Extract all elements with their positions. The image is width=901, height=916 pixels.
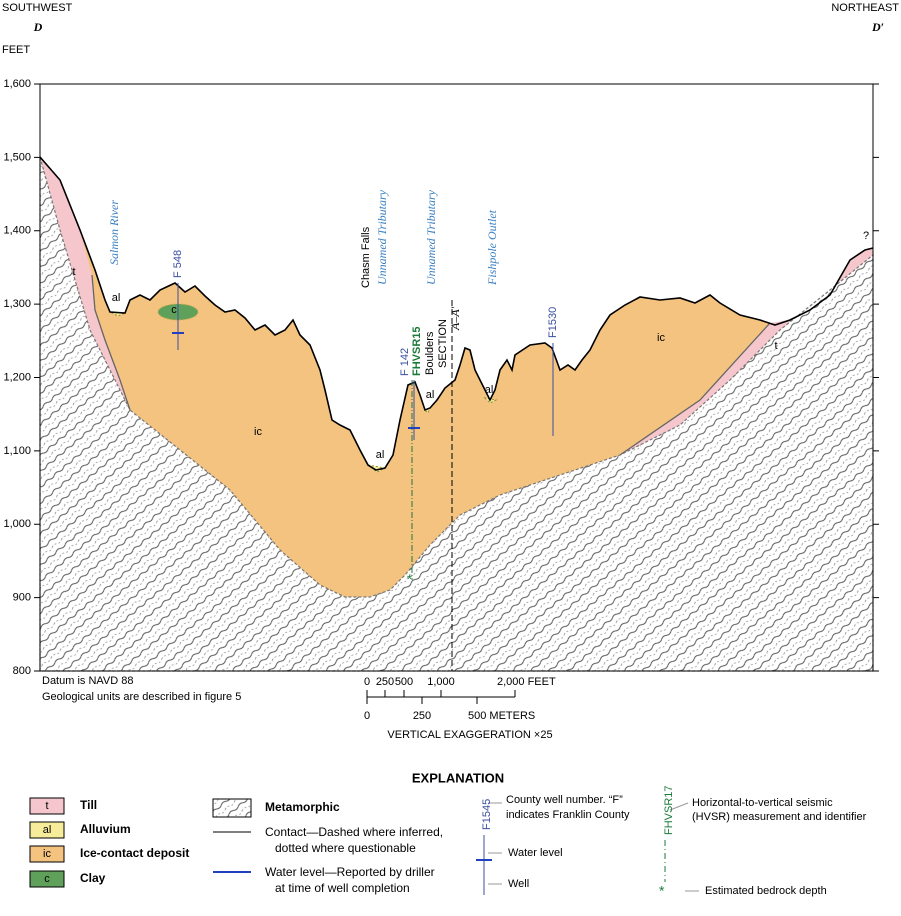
feature-label: Chasm Falls (360, 226, 372, 288)
leader (669, 802, 689, 811)
scale-label: 0 (364, 710, 370, 722)
legend-label: indicates Franklin County (506, 809, 630, 821)
unit-label: al (376, 449, 385, 461)
bedrock-asterisk: * (407, 571, 412, 586)
feature-label: Unnamed Tributary (424, 189, 438, 285)
axis-label: FEET (2, 44, 30, 56)
unit-label: ic (254, 426, 262, 438)
y-tick-label: 1,400 (3, 225, 31, 237)
direction: SOUTHWEST (2, 2, 73, 14)
scale-label: 500 (395, 676, 413, 688)
ground-surface (39, 156, 874, 471)
legend-label: Estimated bedrock depth (705, 885, 827, 897)
feature-label: Fishpole Outlet (485, 209, 499, 286)
bedrock (39, 156, 874, 672)
y-tick-label: 900 (13, 592, 31, 604)
section-name: A–A′ (448, 306, 462, 331)
legend-label: at time of well completion (275, 881, 410, 895)
legend-label: Ice-contact deposit (80, 846, 189, 860)
y-tick-label: 1,600 (3, 78, 31, 90)
legend-label: (HVSR) measurement and identifier (692, 811, 867, 823)
legend-label: dotted where questionable (275, 841, 416, 855)
swatch-clay (29, 870, 65, 888)
contact-till (91, 274, 771, 456)
note: Geological units are described in figure… (42, 691, 241, 703)
boulders-label: Boulders (424, 331, 436, 375)
legend-label: Well (508, 878, 529, 890)
unit-label: ic (657, 332, 665, 344)
hvsr-id: FHVSR17 (663, 785, 675, 835)
y-tick-label: 1,000 (3, 518, 31, 530)
till-right (620, 248, 873, 455)
legend-label: Water level (508, 847, 563, 859)
scale-bar (366, 690, 516, 704)
section-end: D (33, 20, 43, 34)
legend-label: Metamorphic (265, 800, 340, 814)
well-id: F1545 (481, 799, 493, 830)
scale-label: 1,000 (427, 676, 455, 688)
legend-label: Alluvium (80, 822, 131, 836)
y-tick-label: 1,500 (3, 151, 31, 163)
legend-label: Water level—Reported by driller (265, 865, 435, 879)
unit-label: ? (863, 230, 869, 242)
cross-section: * (39, 83, 874, 672)
feature-label: Unnamed Tributary (375, 189, 389, 285)
unit-label: al (112, 292, 121, 304)
y-tick-label: 1,300 (3, 298, 31, 310)
scale-label: 0 (364, 676, 370, 688)
legend-label: Clay (80, 871, 106, 885)
scale-label: 250 (376, 676, 394, 688)
unit-label: t (72, 266, 75, 278)
swatch-alluvium (29, 821, 65, 839)
unit-label: c (171, 304, 177, 316)
exaggeration: VERTICAL EXAGGERATION ×25 (387, 729, 552, 741)
scale-label: 250 (413, 710, 431, 722)
well-label: F1530 (547, 307, 559, 338)
hvsr-asterisk: * (659, 883, 665, 899)
legend-symbol: al (43, 824, 52, 836)
legend-label: Till (80, 798, 97, 812)
well-label: F 548 (172, 250, 184, 278)
hvsr-label: FHVSR15 (411, 326, 423, 376)
swatch-metamorphic (212, 798, 252, 818)
section-label: SECTION (437, 319, 449, 368)
legend-symbol: ic (43, 848, 51, 860)
y-tick-label: 1,200 (3, 371, 31, 383)
y-tick-label: 800 (13, 665, 31, 677)
scale-label: 2,000 FEET (497, 676, 556, 688)
well-label: F 142 (399, 348, 411, 376)
legend-symbol: c (44, 873, 50, 885)
legend-label: County well number. “F” (506, 794, 623, 806)
feature-label: Salmon River (107, 200, 121, 265)
note: Datum is NAVD 88 (42, 675, 134, 687)
legend-title: EXPLANATION (412, 770, 504, 785)
scale-label: 500 METERS (468, 710, 535, 722)
alluvium (109, 311, 498, 473)
unit-label: t (774, 340, 777, 352)
legend-symbols: * (29, 797, 699, 899)
y-tick-label: 1,100 (3, 445, 31, 457)
swatch-till (29, 797, 65, 815)
legend-label: Contact—Dashed where inferred, (265, 825, 443, 839)
swatch-ice-contact (29, 845, 65, 863)
unit-label: al (485, 384, 494, 396)
section-end: D′ (871, 20, 884, 34)
unit-label: al (426, 389, 435, 401)
legend-label: Horizontal-to-vertical seismic (692, 797, 833, 809)
direction: NORTHEAST (831, 2, 899, 14)
legend-symbol: t (45, 800, 48, 812)
